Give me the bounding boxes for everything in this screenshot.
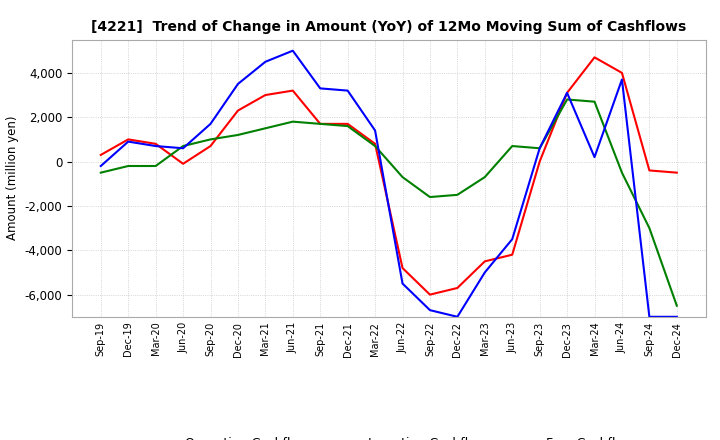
Legend: Operating Cashflow, Investing Cashflow, Free Cashflow: Operating Cashflow, Investing Cashflow, … [139, 432, 639, 440]
Operating Cashflow [206, 143, 215, 149]
Operating Cashflow [343, 121, 352, 127]
Investing Cashflow [672, 303, 681, 308]
Free Cashflow [233, 81, 242, 87]
Investing Cashflow [453, 192, 462, 198]
Investing Cashflow [289, 119, 297, 124]
Free Cashflow [590, 154, 599, 160]
Free Cashflow [96, 163, 105, 169]
Operating Cashflow [233, 108, 242, 113]
Operating Cashflow [590, 55, 599, 60]
Operating Cashflow [536, 159, 544, 164]
Investing Cashflow [371, 143, 379, 149]
Operating Cashflow [96, 152, 105, 158]
Free Cashflow [426, 308, 434, 313]
Free Cashflow [618, 77, 626, 82]
Investing Cashflow [179, 143, 187, 149]
Operating Cashflow [398, 265, 407, 271]
Free Cashflow [398, 281, 407, 286]
Free Cashflow [289, 48, 297, 53]
Operating Cashflow [179, 161, 187, 166]
Free Cashflow [508, 237, 516, 242]
Line: Free Cashflow: Free Cashflow [101, 51, 677, 317]
Operating Cashflow [124, 137, 132, 142]
Operating Cashflow [426, 292, 434, 297]
Investing Cashflow [508, 143, 516, 149]
Line: Investing Cashflow: Investing Cashflow [101, 99, 677, 306]
Free Cashflow [536, 146, 544, 151]
Free Cashflow [371, 128, 379, 133]
Investing Cashflow [645, 225, 654, 231]
Free Cashflow [206, 121, 215, 127]
Free Cashflow [179, 146, 187, 151]
Free Cashflow [480, 270, 489, 275]
Investing Cashflow [343, 124, 352, 129]
Free Cashflow [672, 314, 681, 319]
Free Cashflow [124, 139, 132, 144]
Investing Cashflow [206, 137, 215, 142]
Operating Cashflow [371, 141, 379, 147]
Free Cashflow [563, 90, 572, 95]
Operating Cashflow [151, 141, 160, 147]
Operating Cashflow [316, 121, 325, 127]
Operating Cashflow [618, 70, 626, 76]
Operating Cashflow [261, 92, 270, 98]
Free Cashflow [316, 86, 325, 91]
Investing Cashflow [426, 194, 434, 200]
Free Cashflow [151, 143, 160, 149]
Investing Cashflow [480, 174, 489, 180]
Investing Cashflow [316, 121, 325, 127]
Line: Operating Cashflow: Operating Cashflow [101, 57, 677, 295]
Investing Cashflow [151, 163, 160, 169]
Free Cashflow [261, 59, 270, 64]
Investing Cashflow [590, 99, 599, 104]
Operating Cashflow [563, 90, 572, 95]
Operating Cashflow [672, 170, 681, 175]
Title: [4221]  Trend of Change in Amount (YoY) of 12Mo Moving Sum of Cashflows: [4221] Trend of Change in Amount (YoY) o… [91, 20, 686, 34]
Investing Cashflow [96, 170, 105, 175]
Operating Cashflow [289, 88, 297, 93]
Investing Cashflow [124, 163, 132, 169]
Investing Cashflow [233, 132, 242, 138]
Operating Cashflow [453, 285, 462, 290]
Y-axis label: Amount (million yen): Amount (million yen) [6, 116, 19, 240]
Free Cashflow [645, 314, 654, 319]
Investing Cashflow [563, 97, 572, 102]
Free Cashflow [453, 314, 462, 319]
Investing Cashflow [261, 126, 270, 131]
Investing Cashflow [536, 146, 544, 151]
Investing Cashflow [398, 174, 407, 180]
Free Cashflow [343, 88, 352, 93]
Operating Cashflow [508, 252, 516, 257]
Investing Cashflow [618, 170, 626, 175]
Operating Cashflow [645, 168, 654, 173]
Operating Cashflow [480, 259, 489, 264]
